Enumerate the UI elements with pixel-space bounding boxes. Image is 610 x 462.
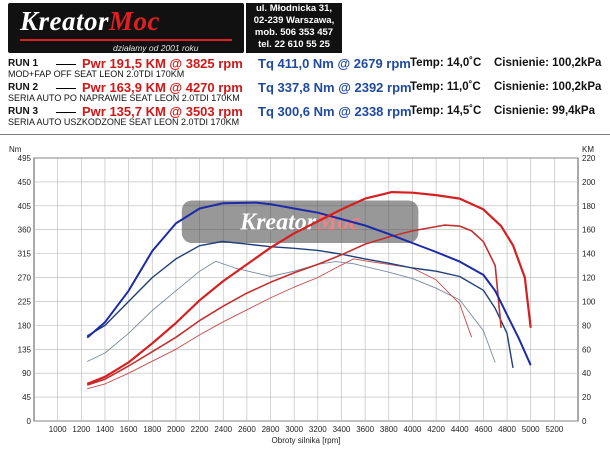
x-tick-label: 1400 — [96, 425, 114, 434]
y-axis-label: Nm — [9, 145, 22, 154]
run-pressure: Cisnienie: 99,4kPa — [494, 105, 595, 117]
run-row: RUN 1 Pwr 191,5 KM @ 3825 rpm Tq 411,0 N… — [0, 56, 610, 82]
run-desc: SERIA AUTO USZKODZONE SEAT LEON 2.0TDI 1… — [8, 117, 240, 127]
x-tick-label: 4000 — [404, 425, 422, 434]
y2-tick-label: 100 — [582, 297, 596, 306]
dyno-chart-svg: 0 45 90 135 180 225 270 315 360 405 450 495 0 20 40 60 8… — [9, 145, 596, 445]
run-temp: Temp: 14,0˚C — [410, 57, 482, 69]
y2-tick-label: 20 — [582, 393, 591, 402]
y2-tick-label: 80 — [582, 321, 591, 330]
run-temp: Temp: 14,5˚C — [410, 105, 482, 117]
x-tick-label: 2800 — [262, 425, 280, 434]
watermark: KreatorMoc — [181, 200, 419, 244]
run-torque: Tq 411,0 Nm @ 2679 rpm — [258, 56, 411, 71]
address-box: ul. Młodnicka 31, 02-239 Warszawa, mob. … — [246, 3, 342, 53]
run-legend: RUN 1 Pwr 191,5 KM @ 3825 rpm Tq 411,0 N… — [0, 56, 610, 130]
x-tick-label: 3600 — [356, 425, 374, 434]
plot-area — [33, 157, 579, 422]
y2-tick-label: 0 — [582, 417, 587, 426]
run-pressure: Cisnienie: 100,2kPa — [494, 57, 602, 69]
x-axis-label: Obroty silnika [rpm] — [272, 436, 341, 445]
y2-tick-label: 40 — [582, 369, 591, 378]
run-temp: Temp: 11,0˚C — [410, 81, 481, 93]
x-tick-label: 5200 — [545, 425, 563, 434]
y-tick-label: 180 — [18, 321, 32, 330]
address-line: 02-239 Warszawa, — [253, 15, 335, 26]
run-line-sample — [56, 112, 76, 113]
x-tick-label: 2000 — [167, 425, 185, 434]
y-tick-label: 315 — [18, 250, 32, 259]
y-tick-label: 360 — [18, 226, 32, 235]
y-tick-label: 135 — [18, 345, 32, 354]
y-tick-label: 405 — [18, 202, 32, 211]
x-tick-label: 4200 — [427, 425, 445, 434]
address-line: ul. Młodnicka 31, — [255, 3, 333, 14]
y-tick-label: 450 — [18, 178, 32, 187]
x-tick-label: 3200 — [309, 425, 327, 434]
run-desc: MOD+FAP OFF SEAT LEON 2.0TDI 170KM — [8, 69, 185, 79]
y-tick-label: 225 — [18, 297, 32, 306]
x-tick-label: 3400 — [333, 425, 351, 434]
run-torque: Tq 300,6 Nm @ 2338 rpm — [258, 104, 412, 119]
run-row: RUN 3 Pwr 135,7 KM @ 3503 rpm Tq 300,6 N… — [0, 104, 610, 130]
y2-tick-label: 160 — [582, 226, 596, 235]
run-torque: Tq 337,8 Nm @ 2392 rpm — [258, 80, 412, 95]
x-tick-label: 2400 — [214, 425, 232, 434]
logo-swoosh — [20, 39, 232, 41]
run-power: Pwr 135,7 KM @ 3503 rpm — [82, 104, 243, 119]
x-tick-label: 1200 — [72, 425, 90, 434]
x-tick-label: 3800 — [380, 425, 398, 434]
run2-torque-line — [86, 240, 514, 369]
logo-tagline: działamy od 2001 roku — [113, 43, 199, 53]
address-line: tel. 22 610 55 25 — [258, 39, 330, 50]
run-line-sample — [56, 88, 76, 89]
logo-main: Kreator — [20, 6, 110, 36]
address-line: mob. 506 353 457 — [254, 27, 334, 38]
dyno-chart: 0 45 90 135 180 225 270 315 360 405 450 495 0 20 40 60 8… — [0, 138, 610, 457]
run-label: RUN 3 — [8, 106, 39, 117]
run-power: Pwr 191,5 KM @ 3825 rpm — [82, 56, 243, 71]
logo-accent: Moc — [109, 6, 161, 36]
x-tick-label: 1000 — [49, 425, 67, 434]
x-tick-label: 2600 — [238, 425, 256, 434]
run-desc: SERIA AUTO PO NAPRAWIE SEAT LEON 2.0TDI … — [8, 93, 240, 103]
x-tick-label: 2200 — [191, 425, 209, 434]
x-tick-label: 1600 — [120, 425, 138, 434]
y-tick-label: 90 — [22, 369, 31, 378]
run-pressure: Cisnienie: 100,2kPa — [494, 81, 602, 93]
watermark-bg — [181, 200, 419, 244]
run-label: RUN 2 — [8, 82, 39, 93]
run1-power-line — [86, 190, 532, 385]
run-line-sample — [56, 64, 76, 65]
x-tick-label: 4800 — [498, 425, 516, 434]
logo: KreatorMoc działamy od 2001 roku — [8, 3, 244, 53]
y-tick-label: 45 — [22, 393, 31, 402]
y2-tick-label: 140 — [582, 250, 596, 259]
watermark-text: KreatorMoc — [239, 210, 360, 236]
header: KreatorMoc działamy od 2001 roku ul. Mło… — [0, 0, 610, 56]
x-tick-label: 3000 — [285, 425, 303, 434]
y2-tick-label: 220 — [582, 154, 596, 163]
run-row: RUN 2 Pwr 163,9 KM @ 4270 rpm Tq 337,8 N… — [0, 80, 610, 106]
y-tick-label: 495 — [18, 154, 32, 163]
y2-axis-label: KM — [582, 145, 594, 154]
run2-power-line — [86, 224, 502, 386]
y-tick-label: 0 — [27, 417, 32, 426]
y2-tick-label: 200 — [582, 178, 596, 187]
y2-tick-label: 180 — [582, 202, 596, 211]
y2-tick-label: 60 — [582, 345, 591, 354]
run3-torque-line — [87, 260, 496, 363]
y2-tick-label: 120 — [582, 274, 596, 283]
x-tick-label: 4600 — [474, 425, 492, 434]
x-tick-label: 1800 — [143, 425, 161, 434]
run-label: RUN 1 — [8, 58, 39, 69]
x-tick-label: 4400 — [451, 425, 469, 434]
y-tick-label: 270 — [18, 274, 32, 283]
divider — [0, 134, 610, 135]
x-tick-label: 5000 — [522, 425, 540, 434]
logo-text: KreatorMoc — [20, 6, 160, 37]
run-power: Pwr 163,9 KM @ 4270 rpm — [82, 80, 243, 95]
